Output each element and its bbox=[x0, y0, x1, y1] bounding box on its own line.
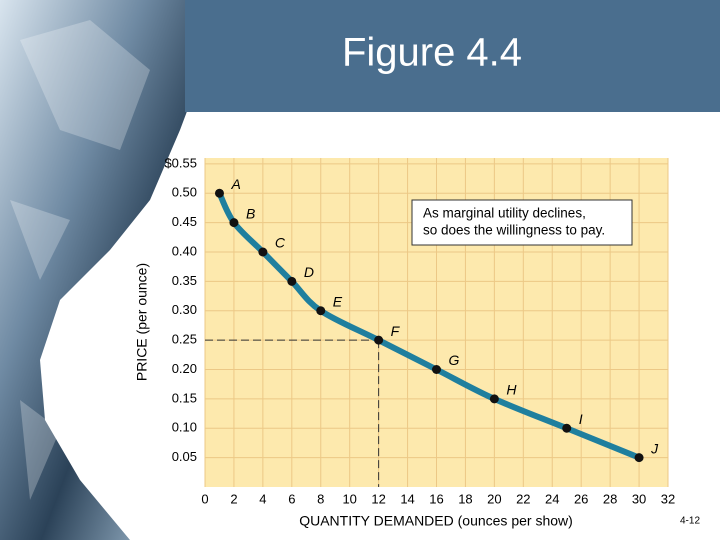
point-label: H bbox=[506, 382, 517, 398]
x-tick-label: 28 bbox=[603, 491, 617, 506]
x-tick-label: 24 bbox=[545, 491, 559, 506]
x-tick-label: 26 bbox=[574, 491, 588, 506]
y-tick-label: 0.15 bbox=[172, 390, 197, 405]
data-point bbox=[489, 394, 499, 404]
point-label: B bbox=[246, 205, 255, 221]
y-axis-label: PRICE (per ounce) bbox=[134, 263, 150, 381]
point-label: G bbox=[449, 352, 460, 368]
annotation-text: As marginal utility declines, bbox=[423, 206, 586, 221]
y-tick-label: 0.05 bbox=[172, 449, 197, 464]
x-tick-label: 18 bbox=[458, 491, 472, 506]
y-tick-label: 0.10 bbox=[172, 420, 197, 435]
y-tick-label: 0.20 bbox=[172, 361, 197, 376]
point-label: F bbox=[391, 323, 401, 339]
x-axis-label: QUANTITY DEMANDED (ounces per show) bbox=[299, 513, 573, 529]
x-tick-label: 10 bbox=[342, 491, 356, 506]
y-tick-label: 0.25 bbox=[172, 332, 197, 347]
point-label: I bbox=[579, 411, 583, 427]
x-tick-label: 22 bbox=[516, 491, 530, 506]
plot: 0 2 4 6 8 10 12 14 16 18 20 22 24 26 28 30 320.050.100.1… bbox=[164, 155, 675, 506]
y-tick-label: 0.45 bbox=[172, 214, 197, 229]
point-label: D bbox=[304, 264, 314, 280]
page-number: 4-12 bbox=[680, 516, 700, 527]
x-tick-label: 32 bbox=[661, 491, 675, 506]
data-point bbox=[634, 453, 644, 463]
x-tick-label: 30 bbox=[632, 491, 646, 506]
data-point bbox=[287, 276, 297, 286]
title-banner bbox=[185, 0, 720, 112]
data-point bbox=[374, 335, 384, 345]
point-label: E bbox=[333, 293, 343, 309]
x-tick-label: 8 bbox=[317, 491, 324, 506]
point-label: J bbox=[650, 440, 659, 456]
data-point bbox=[258, 247, 268, 257]
x-tick-label: 16 bbox=[429, 491, 443, 506]
x-tick-label: 6 bbox=[288, 491, 295, 506]
demand-curve bbox=[216, 190, 643, 461]
ice-highlight bbox=[10, 20, 150, 500]
x-tick-label: 20 bbox=[487, 491, 501, 506]
slide-title: Figure 4.4 bbox=[342, 31, 522, 75]
annotation-box bbox=[411, 199, 633, 246]
ice-image bbox=[0, 0, 205, 540]
x-tick-label: 0 bbox=[201, 491, 208, 506]
y-tick-label: 0.30 bbox=[172, 302, 197, 317]
x-tick-label: 4 bbox=[259, 491, 266, 506]
point-label: A bbox=[230, 176, 240, 192]
data-point bbox=[316, 306, 326, 316]
data-point bbox=[562, 423, 572, 433]
y-tick-label: 0.40 bbox=[172, 243, 197, 258]
y-tick-label: 0.50 bbox=[172, 185, 197, 200]
point-label: C bbox=[275, 235, 286, 251]
data-point bbox=[432, 365, 441, 374]
x-tick-label: 2 bbox=[230, 491, 237, 506]
data-point bbox=[229, 218, 239, 228]
y-tick-label: 0.35 bbox=[172, 273, 197, 288]
x-tick-label: 12 bbox=[371, 491, 385, 506]
y-tick-label: $0.55 bbox=[164, 155, 197, 170]
x-tick-label: 14 bbox=[400, 491, 414, 506]
annotation-text: so does the willingness to pay. bbox=[423, 223, 605, 238]
data-point bbox=[214, 188, 224, 198]
